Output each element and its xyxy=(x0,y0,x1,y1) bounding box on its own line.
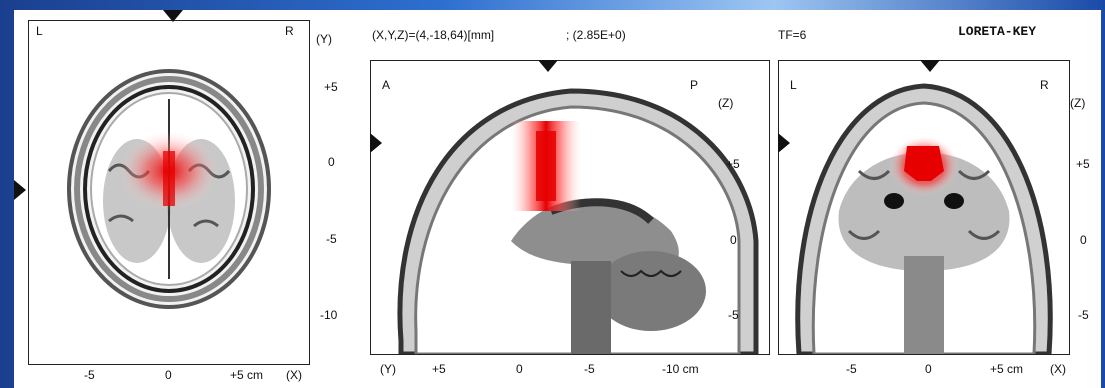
sagittal-x-tick: -5 xyxy=(584,362,595,376)
sagittal-z-cursor-marker[interactable] xyxy=(370,133,382,153)
coronal-z-cursor-marker[interactable] xyxy=(778,133,790,153)
axial-right-label: R xyxy=(285,24,294,38)
sagittal-brain-image xyxy=(397,88,759,354)
coronal-x-cursor-marker[interactable] xyxy=(920,60,940,72)
axial-view-panel[interactable] xyxy=(28,20,310,365)
sagittal-x-tick: -10 cm xyxy=(662,362,699,376)
axial-y-axis-label: (Y) xyxy=(316,32,332,46)
axial-y-cursor-marker[interactable] xyxy=(14,180,26,200)
sagittal-view-panel[interactable] xyxy=(370,60,770,355)
coronal-x-tick: +5 cm xyxy=(990,362,1024,376)
time-frame-label: TF=6 xyxy=(778,28,807,42)
axial-x-axis-label: (X) xyxy=(286,368,302,382)
axial-brain-image xyxy=(67,69,271,309)
sagittal-z-tick: 0 xyxy=(730,233,737,247)
coronal-x-axis-label: (X) xyxy=(1050,362,1066,376)
sagittal-y-cursor-marker[interactable] xyxy=(538,60,558,72)
coronal-z-tick: -5 xyxy=(1078,308,1089,322)
coronal-z-axis-label: (Z) xyxy=(1070,96,1086,110)
coronal-left-label: L xyxy=(790,78,797,92)
axial-x-tick: 0 xyxy=(165,368,172,382)
sagittal-x-tick: +5 xyxy=(432,362,446,376)
coronal-view-panel[interactable] xyxy=(778,60,1070,355)
axial-y-tick: -10 xyxy=(320,308,338,322)
sagittal-right-label: P xyxy=(690,78,699,92)
coronal-brain-image xyxy=(795,83,1053,354)
axial-y-tick: +5 xyxy=(324,80,338,94)
coronal-x-tick: 0 xyxy=(925,362,932,376)
coronal-x-tick: -5 xyxy=(846,362,857,376)
axial-x-tick: -5 xyxy=(84,368,95,382)
sagittal-y-axis-label: (Y) xyxy=(380,362,396,376)
sagittal-left-label: A xyxy=(382,78,391,92)
axial-y-tick: 0 xyxy=(328,155,335,169)
coronal-z-tick: 0 xyxy=(1080,233,1087,247)
coronal-right-label: R xyxy=(1040,78,1049,92)
current-density-value: ; (2.85E+0) xyxy=(566,28,626,42)
axial-left-label: L xyxy=(36,24,43,38)
axial-x-tick: +5 cm xyxy=(230,368,264,382)
coordinate-readout: (X,Y,Z)=(4,-18,64)[mm] xyxy=(372,28,495,42)
axial-x-cursor-marker[interactable] xyxy=(163,10,183,22)
axial-y-tick: -5 xyxy=(326,232,337,246)
sagittal-z-tick: -5 xyxy=(728,308,739,322)
software-title: LORETA-KEY xyxy=(958,24,1037,39)
sagittal-z-axis-label: (Z) xyxy=(718,96,734,110)
sagittal-z-tick: +5 xyxy=(726,157,740,171)
sagittal-x-tick: 0 xyxy=(516,362,523,376)
coronal-z-tick: +5 xyxy=(1076,157,1090,171)
